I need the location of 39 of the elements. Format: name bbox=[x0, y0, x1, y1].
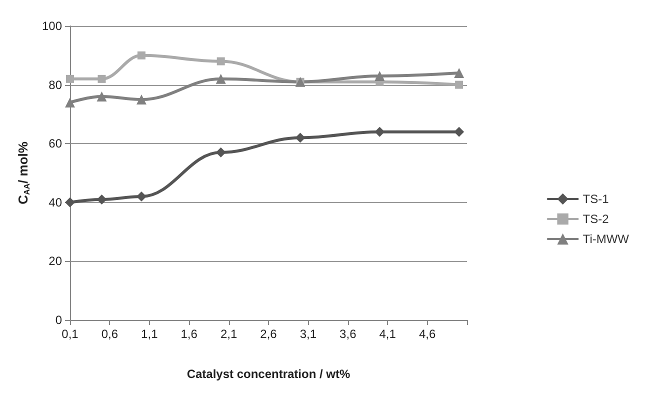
legend-label: TS-2 bbox=[582, 212, 610, 226]
point bbox=[136, 192, 146, 202]
point bbox=[96, 194, 107, 204]
point bbox=[136, 94, 146, 104]
x-tick-label: 4,1 bbox=[379, 327, 396, 341]
point bbox=[65, 97, 75, 108]
x-tick-label: 1,6 bbox=[180, 327, 198, 341]
legend-label: Ti-MWW bbox=[582, 232, 630, 246]
point bbox=[454, 126, 464, 137]
point bbox=[65, 197, 75, 208]
point bbox=[455, 80, 464, 89]
y-tick-label: 20 bbox=[48, 254, 62, 268]
x-tick-label: 3,6 bbox=[340, 327, 357, 341]
x-tick-label: 0,6 bbox=[101, 327, 118, 341]
y-tick-label: 80 bbox=[48, 78, 62, 92]
x-axis-title: Catalyst concentration / wt% bbox=[186, 367, 351, 381]
point bbox=[98, 74, 106, 83]
x-tick-label: 2,6 bbox=[260, 327, 278, 341]
point bbox=[216, 57, 225, 66]
y-tick-label: 40 bbox=[48, 195, 62, 210]
y-tick-label: 0 bbox=[55, 313, 62, 327]
point bbox=[137, 51, 146, 60]
point bbox=[295, 132, 306, 143]
y-tick-label: 60 bbox=[48, 136, 62, 151]
y-tick-label: 100 bbox=[42, 19, 62, 33]
x-tick-label: 0,1 bbox=[62, 327, 79, 341]
point bbox=[216, 74, 226, 84]
point bbox=[454, 68, 464, 78]
x-tick-label: 4,6 bbox=[418, 327, 436, 341]
point bbox=[374, 70, 385, 81]
point bbox=[374, 126, 385, 137]
x-tick-label: 2,1 bbox=[220, 327, 238, 341]
x-tick-label: 1,1 bbox=[141, 327, 158, 341]
point bbox=[96, 92, 107, 102]
x-tick-label: 3,1 bbox=[300, 327, 317, 341]
legend-label: TS-1 bbox=[582, 192, 610, 206]
y-axis-title: CAA/ mol% bbox=[16, 141, 32, 204]
point bbox=[66, 74, 74, 83]
point bbox=[216, 147, 226, 158]
